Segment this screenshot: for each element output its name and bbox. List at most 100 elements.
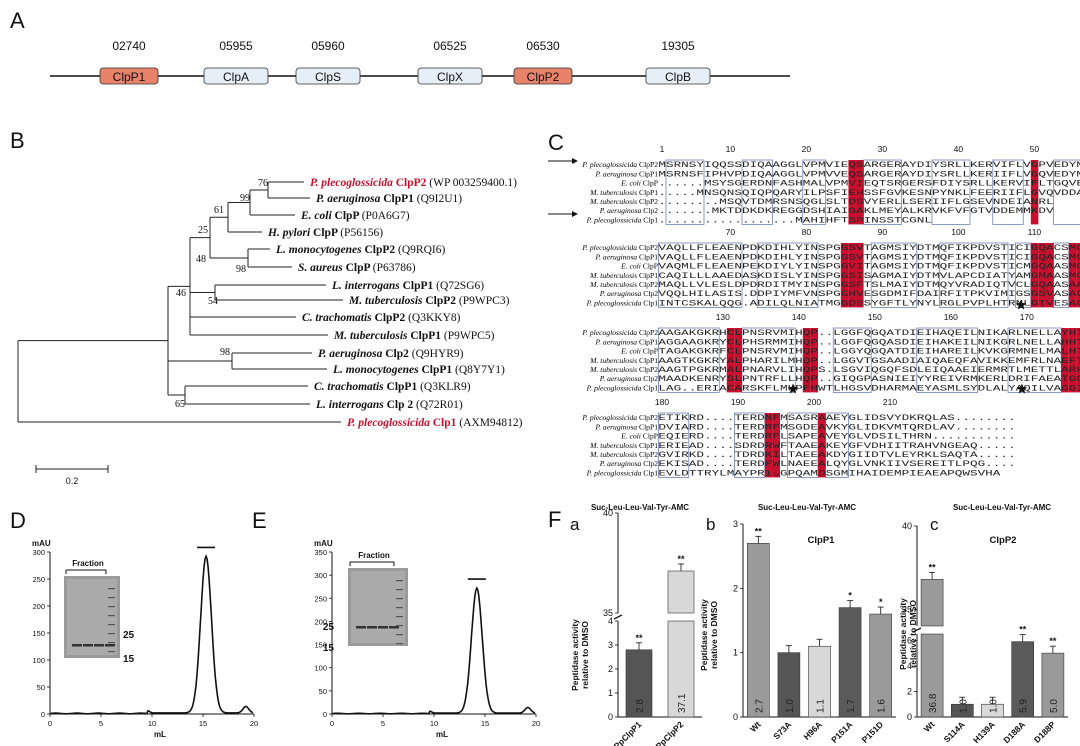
leaf-species: M. tuberculosis	[333, 330, 410, 342]
chrom-e-x-label: mL	[436, 730, 448, 739]
alignment-species: E. coli ClpP	[620, 262, 658, 271]
alignment-species: P. plecoglossicida Clp1	[586, 215, 659, 224]
species-name: M. tuberculosis	[589, 441, 639, 450]
species-name: P. plecoglossicida	[586, 383, 644, 392]
chrom-d-y-tick-label: 150	[32, 629, 45, 638]
conserved-box	[665, 159, 705, 225]
chrom-e-ladder-band	[396, 580, 403, 582]
active-site-star	[766, 465, 778, 476]
chrom-e-y-tick-label: 0	[323, 710, 327, 719]
species-name: E. coli	[620, 432, 643, 441]
bootstrap-value: 48	[196, 254, 206, 265]
protein-name: Clp2	[643, 206, 658, 215]
chrom-d-gel-band	[72, 644, 82, 647]
category-label: D188A	[1001, 719, 1027, 745]
species-name: M. tuberculosis	[589, 280, 639, 289]
panel-letter-c: C	[548, 130, 564, 155]
category-label: P151D	[860, 719, 885, 744]
species-name: P. aeruginosa	[599, 206, 644, 215]
leaf-accession: (P0A6G7)	[362, 210, 410, 222]
gene-box-clpx	[417, 67, 483, 85]
y-axis-label: relative to DMSO	[580, 621, 590, 689]
axis-break-mark	[613, 614, 623, 620]
chart-subtitle: ClpP2	[990, 535, 1017, 546]
alignment-sequence: AAGTPGKRMALPNARVLIHQPS.LSGVIQGQFSDLEIQAA…	[658, 366, 1080, 375]
y-tick-label: 2	[907, 686, 912, 696]
gene-id: 02740	[112, 39, 146, 53]
chrom-e-y-tick-label: 100	[314, 664, 327, 673]
protein-name: ClpP1	[639, 337, 658, 346]
alignment-species: E. coli ClpP	[620, 179, 658, 188]
bootstrap-value: 65	[175, 399, 185, 410]
chrom-d-ladder-band	[108, 651, 115, 653]
gene-id: 05960	[311, 39, 345, 53]
species-name: M. tuberculosis	[589, 365, 639, 374]
chrom-e-x-tick-label: 10	[430, 719, 438, 728]
leaf-gene: ClpP1	[383, 193, 417, 205]
chrom-e-x-tick-label: 20	[532, 719, 540, 728]
tree-leaf-label: C. trachomatis ClpP1 (Q3KLR9)	[314, 381, 471, 393]
leaf-species: H. pylori	[267, 227, 313, 239]
identity-column	[802, 328, 811, 393]
alignment-species: P. plecoglossicida ClpP2	[581, 413, 658, 422]
chrom-e-y-tick-label: 200	[314, 617, 327, 626]
bar	[746, 542, 770, 718]
leaf-accession: (Q72SG6)	[436, 280, 484, 292]
subpanel-letter: b	[706, 515, 715, 534]
leaf-gene: ClpP	[313, 227, 340, 239]
alignment-species: M. tuberculosis ClpP1	[589, 441, 658, 450]
identity-column	[1076, 328, 1080, 393]
category-label: H96A	[801, 719, 823, 741]
significance-mark: **	[755, 526, 763, 536]
protein-name: ClpP2	[639, 197, 658, 206]
alignment-species: P. aeruginosa Clp2	[599, 459, 659, 468]
category-label: P151A	[829, 719, 854, 744]
alignment-species: M. tuberculosis ClpP1	[589, 356, 658, 365]
species-name: M. tuberculosis	[589, 450, 639, 459]
species-name: P. plecoglossicida	[581, 413, 639, 422]
tree-leaf-label: S. aureus ClpP (P63786)	[298, 262, 416, 274]
category-label: Wt	[922, 719, 937, 734]
significance-mark: **	[635, 633, 643, 643]
leaf-species: P. plecoglossicida	[310, 177, 396, 189]
chart-title: Suc-Leu-Leu-Val-Tyr-AMC	[758, 503, 856, 512]
species-name: P. aeruginosa	[594, 422, 639, 431]
panel-letter-d: D	[10, 508, 26, 533]
gene-label: ClpP1	[113, 70, 146, 84]
species-name: P. plecoglossicida	[581, 328, 639, 337]
value-label: 1.0	[958, 699, 969, 713]
gene-box-clpb	[645, 67, 711, 85]
leaf-species: L. monocytogenes	[332, 364, 421, 376]
protein-name: ClpP	[643, 347, 658, 356]
bootstrap-value: 61	[214, 205, 224, 216]
species-name: P. plecoglossicida	[586, 215, 644, 224]
chrom-e-marker: 15	[323, 643, 335, 654]
significance-mark: **	[1049, 636, 1057, 646]
leaf-accession: (Q3KKY8)	[408, 312, 461, 324]
panel-letter-b: B	[10, 128, 25, 153]
alignment-sequence: ........MSQVTDMRSNSQGLSLTDSVYERLLSERIIFL…	[658, 198, 1053, 207]
y-tick-label: 0	[907, 712, 912, 722]
conserved-box	[870, 242, 918, 308]
chrom-d-ladder-band	[108, 615, 115, 617]
species-name: M. tuberculosis	[589, 197, 639, 206]
alignment-position: 70	[726, 227, 736, 237]
tree-leaf-label: M. tuberculosis ClpP2 (P9WPC3)	[348, 295, 510, 307]
chrom-e-y-tick-label: 250	[314, 594, 327, 603]
alignment-species: P. plecoglossicida Clp1	[586, 468, 659, 477]
conserved-box	[931, 159, 971, 225]
significance-mark: **	[929, 562, 937, 572]
y-tick-label: 40	[902, 521, 912, 531]
chrom-e-y-tick-label: 300	[314, 571, 327, 580]
alignment-sequence: VAQLLFLEAENPDKDIHLYINSPGGSVTAGMSIYDTMQFI…	[658, 244, 1080, 253]
alignment-position: 20	[802, 144, 812, 154]
leaf-gene: Clp 2	[387, 399, 416, 411]
protein-name: ClpP	[643, 432, 658, 441]
significance-mark: **	[1019, 625, 1027, 635]
category-label: S114A	[942, 719, 967, 744]
protein-name: ClpP2	[639, 365, 658, 374]
chrom-e-gel-band	[367, 626, 377, 629]
identity-column	[856, 243, 864, 308]
conserved-box	[658, 242, 743, 308]
